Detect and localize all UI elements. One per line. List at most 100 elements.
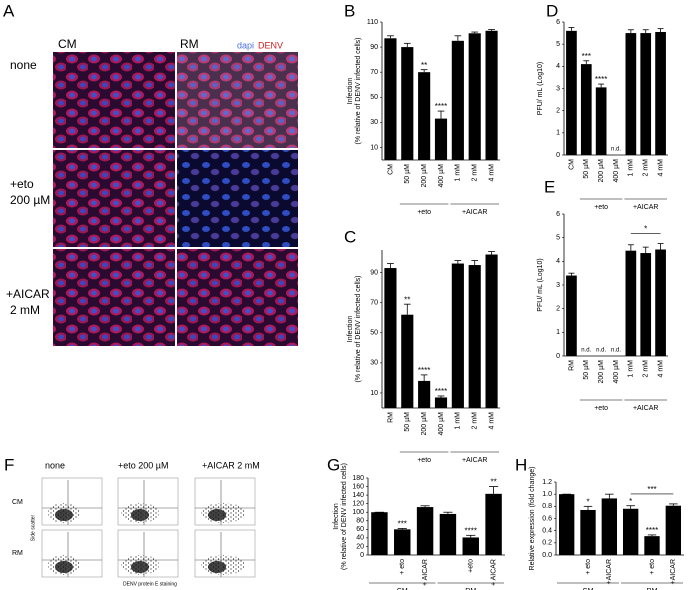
y-tick-label: 80 bbox=[356, 518, 364, 525]
y-tick-label: 1 bbox=[556, 130, 560, 137]
x-tick-label: 2 mM bbox=[643, 360, 650, 378]
y-tick-label: 60 bbox=[356, 526, 364, 533]
y-tick-label: 100 bbox=[352, 509, 364, 516]
y-tick-label: 10 bbox=[370, 390, 378, 397]
y-tick-label: 5 bbox=[556, 41, 560, 48]
bar bbox=[566, 275, 577, 356]
x-tick-label: 4 mM bbox=[488, 412, 495, 430]
x-tick-label: 1 mM bbox=[455, 412, 462, 430]
significance: ** bbox=[490, 478, 496, 487]
bracket-label: *** bbox=[647, 485, 656, 494]
bar bbox=[439, 513, 457, 555]
y-tick-label: 90 bbox=[370, 44, 378, 51]
bar bbox=[468, 265, 481, 408]
x-tick-label: + eto bbox=[649, 559, 656, 575]
panel-letter: C bbox=[344, 227, 356, 246]
y-tick-label: 110 bbox=[367, 19, 378, 26]
bar-chart: H 0.0 0.2 0.4 0.6 0.8 1.0 1.2 Relative expressio… bbox=[515, 455, 684, 590]
y-tick-label: 4 bbox=[556, 63, 560, 70]
x-tick-label: 4 mM bbox=[657, 360, 664, 378]
column-label: none bbox=[45, 460, 65, 470]
bar bbox=[451, 263, 464, 408]
x-tick-label: 400 µM bbox=[613, 360, 620, 384]
y-tick-label: 160 bbox=[352, 483, 364, 490]
scatter-core bbox=[208, 509, 226, 521]
panel-letter: D bbox=[546, 1, 558, 20]
y-tick-label: 0 bbox=[360, 552, 364, 559]
significance: **** bbox=[465, 526, 477, 535]
x-tick-label: 200 µM bbox=[598, 159, 605, 183]
x-tick-label: 50 µM bbox=[404, 164, 411, 184]
group-label: RM bbox=[647, 588, 658, 590]
x-tick-label: CM bbox=[387, 164, 394, 175]
y-axis-label: (% relative of DENV infected cells) bbox=[355, 276, 362, 383]
panel-letter: E bbox=[544, 177, 555, 196]
x-tick-label: 200 µM bbox=[421, 412, 428, 436]
scatter-core bbox=[55, 509, 73, 521]
row-label: 200 µM bbox=[10, 193, 50, 207]
y-tick-label: 1 bbox=[556, 329, 560, 336]
bar bbox=[384, 38, 397, 160]
micrograph bbox=[53, 249, 175, 346]
row-label: RM bbox=[12, 550, 23, 557]
y-axis-label: Infection bbox=[347, 78, 354, 105]
significance: ** bbox=[421, 61, 427, 70]
micrograph bbox=[177, 150, 298, 247]
bar bbox=[580, 64, 592, 155]
y-tick-label: 0 bbox=[556, 152, 560, 159]
x-tick-label: 2 mM bbox=[472, 412, 479, 430]
x-tick-label: + AICAR bbox=[422, 559, 429, 586]
x-tick-label: 200 µM bbox=[598, 360, 605, 384]
y-tick-label: 120 bbox=[352, 501, 364, 508]
value-label: n.d. bbox=[596, 348, 606, 354]
scatter-core bbox=[131, 561, 149, 573]
bar bbox=[416, 507, 434, 555]
panel-letter: A bbox=[3, 1, 15, 20]
micrograph bbox=[177, 52, 298, 148]
y-tick-label: 0 bbox=[556, 353, 560, 360]
x-tick-label: 400 µM bbox=[613, 159, 620, 183]
scatter-core bbox=[208, 561, 226, 573]
bar bbox=[371, 512, 388, 555]
column-label: RM bbox=[180, 37, 199, 51]
y-tick-label: 0.8 bbox=[542, 503, 552, 510]
group-label: +AICAR bbox=[462, 457, 487, 464]
y-tick-label: 70 bbox=[370, 300, 378, 307]
x-tick-label: +eto bbox=[468, 559, 475, 573]
y-tick-label: 30 bbox=[370, 119, 378, 126]
bar bbox=[625, 250, 637, 356]
bar bbox=[595, 87, 607, 155]
significance: **** bbox=[435, 387, 447, 396]
bar-chart: E 0 1 2 3 4 5 6 PFU/ mL (Log10) RM 50 µM n.d. 200 µM… bbox=[537, 177, 668, 412]
bar bbox=[580, 509, 596, 555]
bar bbox=[640, 33, 652, 156]
bar bbox=[401, 314, 414, 408]
x-tick-label: + AICAR bbox=[490, 559, 497, 586]
y-tick-label: 6 bbox=[556, 211, 560, 218]
significance: *** bbox=[398, 520, 407, 529]
x-tick-label: 50 µM bbox=[404, 412, 411, 432]
panel-letter: F bbox=[4, 455, 14, 474]
y-tick-label: 1.2 bbox=[542, 479, 552, 486]
x-tick-label: 4 mM bbox=[488, 164, 495, 182]
bar bbox=[485, 30, 498, 161]
value-label: n.d. bbox=[581, 348, 591, 354]
significance: **** bbox=[646, 526, 658, 535]
bar bbox=[434, 118, 448, 160]
x-tick-label: 50 µM bbox=[583, 159, 590, 179]
x-axis-label: DENV protein E staining bbox=[123, 581, 177, 587]
x-tick-label: +AICAR bbox=[670, 559, 677, 584]
bracket-label: * bbox=[644, 225, 647, 234]
y-axis-label: Side scatter bbox=[30, 514, 36, 541]
bar bbox=[418, 72, 431, 160]
y-tick-label: 2 bbox=[556, 108, 560, 115]
scatter-core bbox=[131, 509, 149, 521]
y-axis-label: Infection bbox=[347, 316, 354, 343]
y-axis-label: Relative expression (fold change) bbox=[529, 467, 536, 571]
y-axis-label: PFU/ mL (Log10) bbox=[537, 258, 544, 311]
significance: * bbox=[629, 497, 632, 506]
column-label: +eto 200 µM bbox=[118, 460, 168, 470]
x-tick-label: 200 µM bbox=[421, 164, 428, 188]
group-label: +AICAR bbox=[633, 405, 658, 412]
